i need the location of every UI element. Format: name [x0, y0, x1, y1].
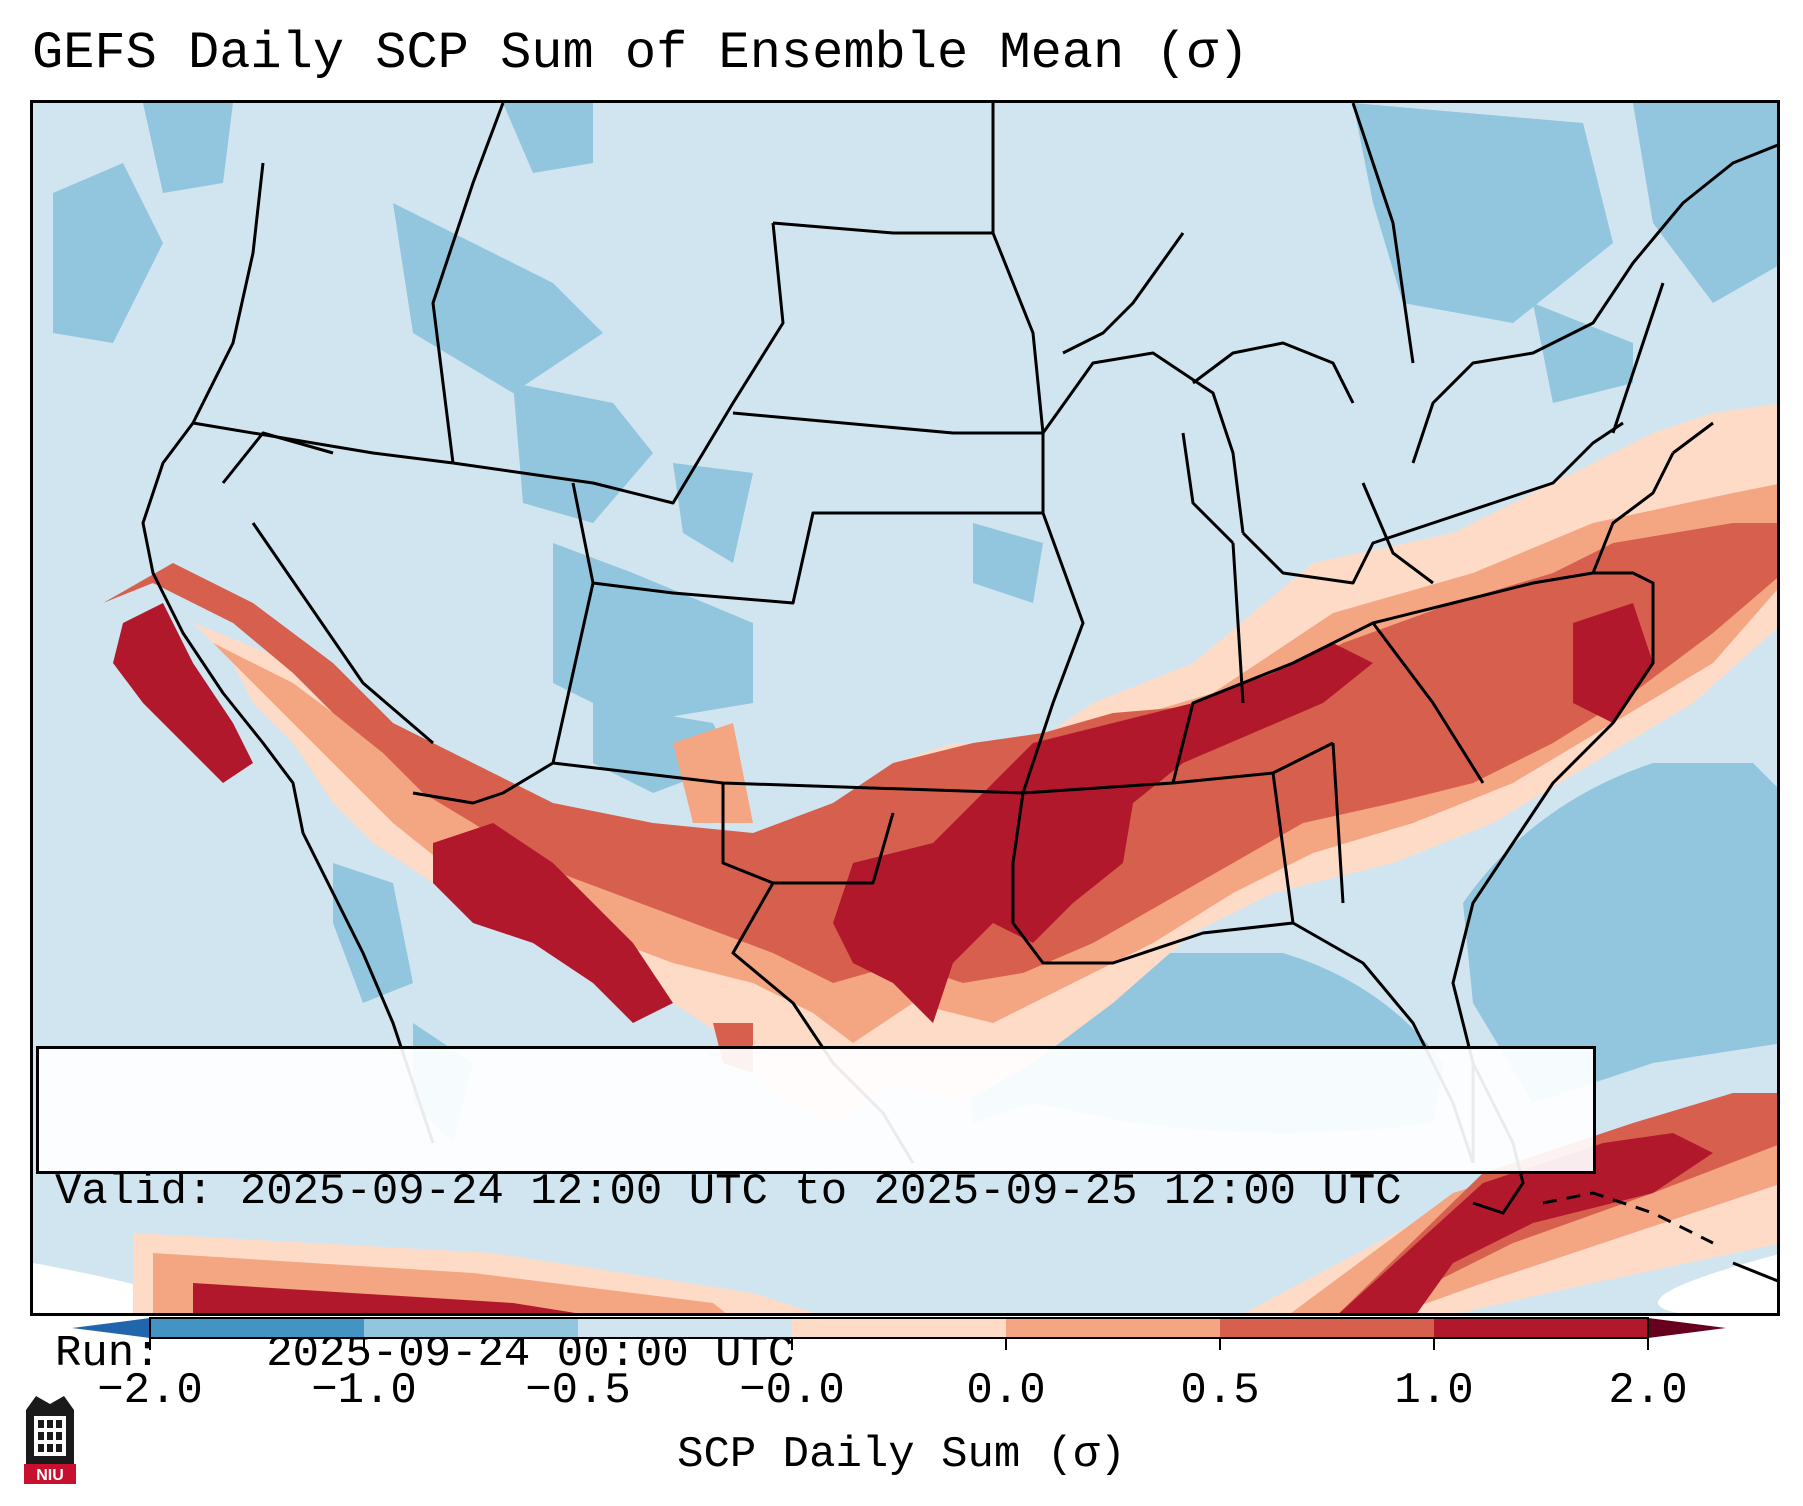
- colorbar-extend-low: [72, 1318, 150, 1338]
- colorbar-tick-label: −0.5: [525, 1366, 631, 1416]
- valid-label: Valid:: [55, 1167, 214, 1217]
- colorbar-segment: [578, 1318, 792, 1338]
- colorbar-label: SCP Daily Sum (σ): [677, 1430, 1126, 1480]
- colorbar-tick-label: 2.0: [1608, 1366, 1688, 1416]
- colorbar-segment: [364, 1318, 578, 1338]
- colorbar-segment: [150, 1318, 364, 1338]
- map-title: GEFS Daily SCP Sum of Ensemble Mean (σ): [32, 24, 1249, 83]
- boundaries: [141, 103, 1777, 1164]
- positive-max-regions: [113, 603, 1713, 1313]
- valid-line: Valid: 2025-09-24 12:00 UTC to 2025-09-2…: [55, 1165, 1577, 1219]
- logo-text: NIU: [36, 1467, 64, 1484]
- colorbar-segment: [1220, 1318, 1434, 1338]
- colorbar-segment: [792, 1318, 1006, 1338]
- colorbar-tick-label: 1.0: [1394, 1366, 1474, 1416]
- colorbar-tick-label: 0.5: [1180, 1366, 1260, 1416]
- niu-logo: NIU: [24, 1396, 76, 1484]
- colorbar-outline: [149, 1317, 1649, 1339]
- colorbar-tick-label: −0.0: [739, 1366, 845, 1416]
- colorbar: [72, 1317, 1726, 1350]
- colorbar-tick-label: −1.0: [311, 1366, 417, 1416]
- run-label: Run:: [55, 1329, 161, 1379]
- colorbar-tick-label: −2.0: [97, 1366, 203, 1416]
- colorbar-extend-high: [1648, 1318, 1726, 1338]
- colorbar-segment: [1006, 1318, 1220, 1338]
- colorbar-segment: [1434, 1318, 1648, 1338]
- valid-range: 2025-09-24 12:00 UTC to 2025-09-25 12:00…: [239, 1167, 1402, 1217]
- colorbar-ticks: [149, 1338, 1649, 1350]
- colorbar-tick-label: 0.0: [966, 1366, 1046, 1416]
- valid-time-box: Valid: 2025-09-24 12:00 UTC to 2025-09-2…: [36, 1046, 1596, 1379]
